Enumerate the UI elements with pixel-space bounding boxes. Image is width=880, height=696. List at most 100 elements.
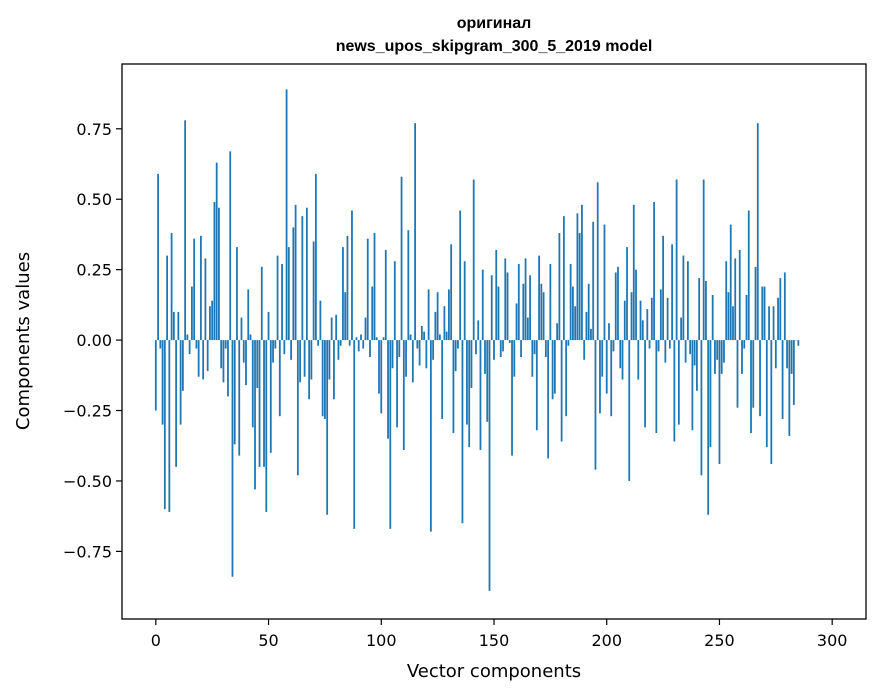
bar [240, 317, 243, 341]
bar [425, 340, 428, 369]
bar [411, 340, 414, 383]
bar [544, 340, 547, 357]
bar [157, 173, 159, 341]
bar [161, 340, 164, 425]
bar [181, 340, 184, 391]
bar [294, 204, 297, 341]
bar [195, 340, 198, 349]
bar [601, 340, 604, 377]
bar [269, 340, 272, 453]
bar [666, 297, 669, 341]
bar [301, 216, 304, 341]
bar [450, 244, 453, 341]
bar [623, 300, 626, 341]
bar [639, 300, 642, 341]
bar [256, 340, 259, 388]
x-tick-label: 200 [591, 631, 622, 650]
bar [321, 340, 324, 417]
bar [398, 340, 401, 357]
bar [608, 323, 610, 341]
bar [348, 340, 351, 346]
bar [468, 340, 471, 448]
bar [750, 340, 752, 434]
bar [517, 264, 520, 341]
bar [454, 340, 457, 372]
bar [436, 292, 439, 341]
bar [644, 340, 646, 428]
bar [445, 331, 448, 341]
bar [765, 340, 768, 448]
bar [732, 306, 734, 341]
bar [630, 292, 633, 341]
bar [324, 340, 326, 419]
bar [621, 340, 624, 380]
bar [389, 340, 392, 529]
bar [409, 334, 412, 341]
bar [659, 289, 662, 341]
bar [756, 123, 759, 341]
bar [504, 258, 507, 341]
bar [215, 162, 218, 341]
x-tick-label: 150 [479, 631, 510, 650]
bar [632, 204, 635, 341]
bar [353, 340, 356, 529]
bar [590, 328, 592, 341]
bar [777, 297, 779, 341]
bar [346, 235, 349, 341]
bar [574, 306, 577, 341]
bar [484, 340, 486, 374]
bar [711, 295, 714, 341]
x-tick-label: 300 [817, 631, 848, 650]
bar [556, 323, 559, 341]
bar [635, 269, 637, 341]
bar [614, 272, 617, 341]
bar [274, 340, 277, 349]
bar [477, 320, 480, 341]
bar [402, 340, 405, 450]
bar [754, 266, 757, 341]
bar [220, 340, 223, 369]
y-tick-label: −0.25 [63, 402, 112, 421]
bar [709, 340, 712, 448]
bar [727, 292, 730, 341]
bar [391, 340, 394, 369]
bar [373, 233, 376, 341]
bar [700, 340, 703, 476]
bar [475, 340, 477, 355]
bar [206, 340, 209, 372]
bar [531, 340, 534, 377]
bar [736, 340, 739, 408]
bar [186, 334, 189, 341]
bar [522, 283, 525, 341]
bar [407, 230, 410, 341]
bar [179, 340, 182, 425]
bar [296, 340, 299, 476]
bar [457, 340, 459, 349]
bar [734, 258, 737, 341]
bar [218, 207, 220, 341]
bar [549, 264, 552, 341]
bar [355, 337, 358, 341]
bar [752, 340, 755, 408]
bar [387, 340, 389, 439]
bar [283, 340, 286, 355]
bar [366, 238, 369, 341]
bar [292, 227, 295, 341]
x-axis-label: Vector components [407, 661, 581, 682]
bar [605, 340, 608, 394]
bar [553, 340, 556, 394]
bar [540, 283, 543, 341]
bar [797, 340, 800, 346]
bar [716, 340, 719, 360]
bar [718, 340, 721, 465]
y-tick-label: 0.75 [76, 120, 112, 139]
bar [508, 340, 511, 343]
bar [459, 210, 462, 341]
bar [560, 340, 563, 442]
chart-title: оригинал [457, 15, 532, 32]
bar [617, 266, 619, 341]
bar [513, 340, 516, 377]
bar [335, 314, 338, 341]
bar [434, 311, 437, 341]
bar [657, 340, 660, 352]
